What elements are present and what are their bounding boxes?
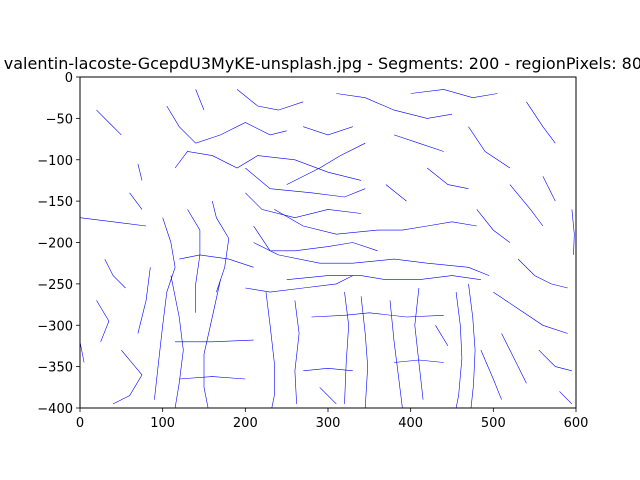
- contour-line: [538, 349, 572, 372]
- x-tick-label: 400: [398, 416, 423, 431]
- y-tick-label: −400: [37, 402, 73, 417]
- contour-line: [476, 209, 511, 243]
- contour-line: [468, 126, 511, 169]
- contour-line: [501, 333, 527, 384]
- x-tick-label: 100: [150, 416, 175, 431]
- contour-line: [174, 151, 362, 181]
- y-tick-label: −300: [37, 319, 73, 334]
- contour-line: [311, 312, 444, 318]
- contour-line: [236, 89, 304, 111]
- contour-line: [179, 376, 246, 380]
- y-tick-label: −250: [37, 278, 73, 293]
- series-layer: [80, 89, 575, 408]
- y-axis: 0 −50 −100 −150 −200 −250 −300 −350 −400: [37, 71, 80, 417]
- contour-line: [253, 225, 378, 252]
- x-tick-label: 0: [76, 416, 84, 431]
- contour-line: [389, 300, 403, 408]
- contour-line: [526, 101, 556, 144]
- contour-line: [509, 184, 544, 227]
- x-tick-label: 500: [481, 416, 506, 431]
- contour-line: [195, 89, 205, 111]
- contour-line: [303, 367, 353, 372]
- plot-frame: [79, 76, 577, 409]
- contour-line: [559, 391, 573, 405]
- x-tick-label: 200: [233, 416, 258, 431]
- contour-line: [455, 292, 463, 408]
- contour-line: [137, 267, 151, 334]
- y-tick-label: −150: [37, 195, 73, 210]
- contour-line: [203, 279, 221, 408]
- contour-line: [360, 296, 369, 408]
- y-tick-label: −350: [37, 361, 73, 376]
- contour-line: [245, 167, 366, 198]
- y-tick-label: −200: [37, 237, 73, 252]
- contour-line: [303, 126, 353, 136]
- contour-line: [80, 341, 85, 363]
- contour-line: [385, 184, 407, 202]
- contour-line: [245, 275, 353, 293]
- contour-line: [517, 258, 568, 289]
- contour-line: [112, 349, 143, 405]
- contour-line: [480, 349, 502, 400]
- contour-line: [336, 93, 453, 119]
- contour-line: [410, 89, 498, 99]
- contour-line: [394, 134, 444, 152]
- contour-line: [170, 275, 184, 408]
- chart-title: valentin-lacoste-GcepdU3MyKE-unsplash.jp…: [4, 54, 640, 73]
- y-tick-label: 0: [65, 71, 73, 86]
- contour-line: [80, 217, 147, 227]
- contour-line: [468, 283, 476, 408]
- contour-line: [274, 209, 477, 235]
- contour-line: [571, 209, 575, 255]
- contour-line: [245, 192, 362, 219]
- contour-line: [104, 258, 126, 289]
- contour-line: [286, 275, 481, 281]
- x-axis: 0 100 200 300 400 500 600: [76, 408, 589, 431]
- y-tick-label: −100: [37, 154, 73, 169]
- contour-line: [542, 176, 556, 202]
- y-tick-label: −50: [46, 112, 73, 127]
- x-tick-label: 300: [316, 416, 341, 431]
- contour-line: [319, 387, 337, 405]
- contour-line: [493, 291, 568, 334]
- contour-line: [154, 217, 176, 400]
- contour-line: [253, 242, 490, 276]
- x-tick-label: 600: [564, 416, 589, 431]
- contour-line: [166, 105, 287, 144]
- contour-line: [179, 254, 254, 268]
- contour-line: [414, 287, 424, 400]
- contour-line: [175, 339, 254, 343]
- contour-line: [96, 300, 110, 342]
- contour-line: [265, 292, 275, 408]
- contour-line: [212, 201, 230, 293]
- contour-line: [137, 163, 143, 181]
- contour-line: [344, 292, 350, 404]
- contour-line: [394, 359, 444, 363]
- contour-line: [96, 109, 122, 136]
- contour-line: [435, 325, 449, 347]
- contour-line: [427, 167, 469, 189]
- contour-line: [286, 142, 366, 185]
- contour-line: [129, 192, 143, 210]
- contour-line: [294, 300, 300, 404]
